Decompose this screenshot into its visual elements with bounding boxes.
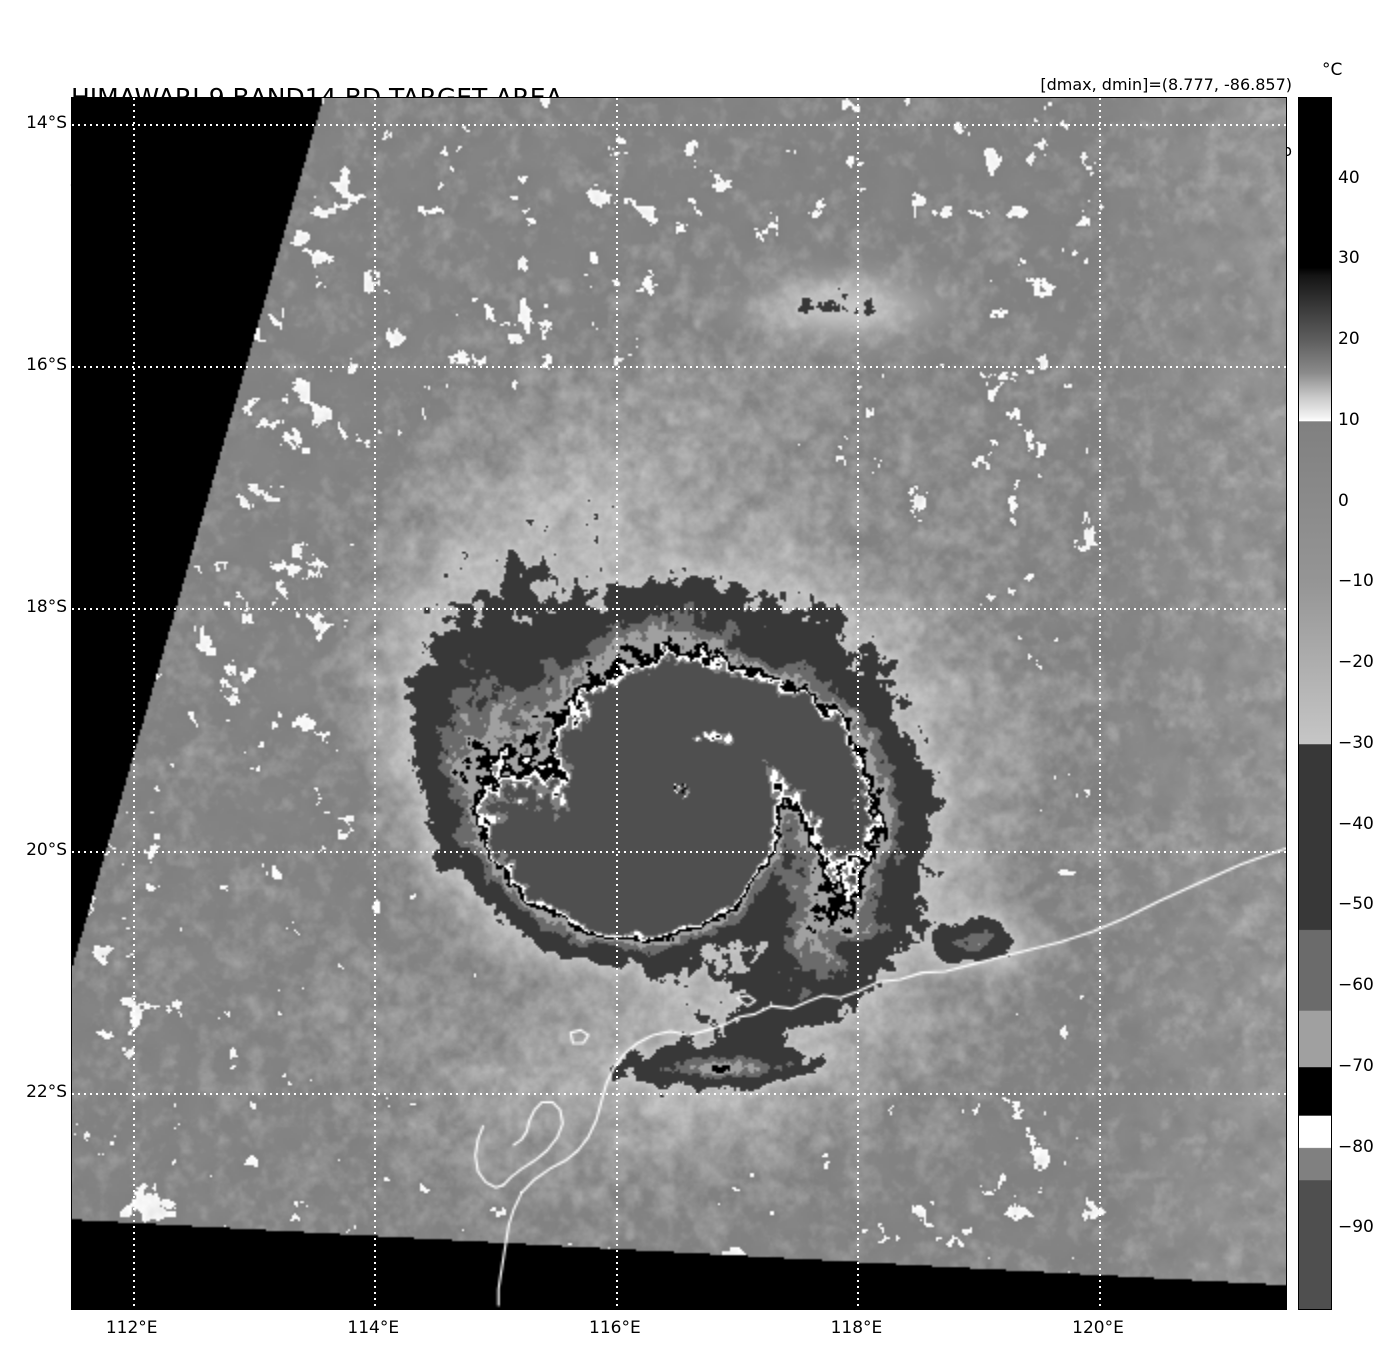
- longitude-tick-label: 118°E: [830, 1318, 883, 1338]
- colorbar: [1298, 97, 1332, 1310]
- colorbar-tick-label: 20: [1338, 329, 1360, 350]
- longitude-tick-label: 120°E: [1072, 1318, 1124, 1338]
- colorbar-tick-label: −30: [1338, 732, 1374, 753]
- latitude-tick-label: 18°S: [26, 597, 67, 618]
- colorbar-tick-label: 40: [1338, 167, 1360, 188]
- latitude-tick-label: 22°S: [26, 1081, 67, 1102]
- colorbar-tick-label: −60: [1338, 975, 1374, 996]
- longitude-tick-label: 114°E: [347, 1318, 400, 1338]
- colorbar-tick-label: 10: [1338, 409, 1360, 430]
- latitude-tick-label: 14°S: [26, 113, 67, 134]
- colorbar-tick-label: 0: [1338, 490, 1349, 511]
- satellite-imagery-canvas: [72, 98, 1286, 1309]
- latitude-tick-label: 20°S: [26, 839, 67, 860]
- colorbar-tick-label: −10: [1338, 571, 1374, 592]
- colorbar-tick-label: −20: [1338, 652, 1374, 673]
- colorbar-tick-label: −40: [1338, 813, 1374, 834]
- colorbar-tick-label: −70: [1338, 1055, 1374, 1076]
- longitude-tick-label: 116°E: [589, 1318, 641, 1338]
- colorbar-tick-label: 30: [1338, 248, 1360, 269]
- colorbar-gradient: [1299, 98, 1331, 1309]
- colorbar-tick-label: −90: [1338, 1217, 1374, 1238]
- colorbar-unit-label: °C: [1322, 60, 1343, 80]
- colorbar-tick-label: −50: [1338, 894, 1374, 915]
- colorbar-tick-label: −80: [1338, 1136, 1374, 1157]
- satellite-image-panel: Copyright © 2020-2026 Dapiya: [71, 97, 1287, 1310]
- longitude-tick-label: 112°E: [105, 1318, 158, 1338]
- latitude-tick-label: 16°S: [26, 355, 67, 376]
- dmax-dmin-label: [dmax, dmin]=(8.777, -86.857): [1040, 75, 1292, 94]
